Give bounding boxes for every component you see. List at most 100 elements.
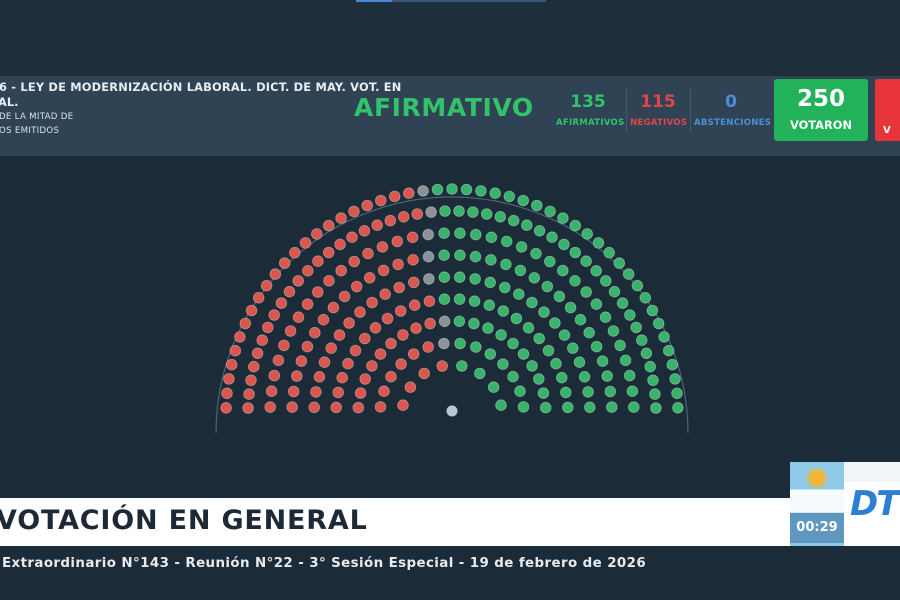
seat [590, 340, 603, 353]
seat [310, 386, 322, 398]
chamber-seat-map [215, 183, 689, 434]
seat [308, 401, 321, 414]
seat [601, 370, 613, 382]
top-tab-indicator [356, 0, 546, 2]
seat [542, 344, 555, 357]
seat [359, 373, 372, 385]
seat [559, 386, 572, 399]
seat [569, 275, 581, 287]
seat [363, 272, 376, 284]
seat [371, 219, 384, 231]
seat [369, 322, 382, 334]
seat [468, 295, 481, 308]
seat [517, 401, 530, 413]
seat [583, 401, 596, 414]
seat [422, 228, 435, 241]
seat [498, 281, 511, 294]
seat [358, 332, 371, 345]
seat [517, 194, 529, 207]
seat [301, 340, 314, 353]
seat [453, 293, 466, 306]
seat [322, 246, 335, 259]
seat [484, 348, 497, 360]
seat [408, 299, 421, 312]
negativos-label: NEGATIVOS [630, 118, 688, 128]
seat [468, 317, 480, 330]
seat [495, 399, 507, 412]
seat [623, 369, 636, 382]
seat [338, 290, 351, 303]
seat [556, 264, 569, 277]
seat [605, 401, 618, 413]
seat [245, 304, 258, 317]
seat [619, 354, 632, 367]
seat [515, 241, 528, 253]
seat [537, 387, 550, 399]
seat [423, 273, 435, 285]
seat [239, 317, 252, 330]
seat [500, 235, 513, 248]
seat [574, 313, 587, 326]
seat [454, 337, 466, 350]
seat [284, 325, 297, 337]
red-box-label: V [883, 125, 891, 136]
seat [397, 329, 409, 341]
seat [436, 360, 449, 372]
seat [469, 273, 481, 285]
seat [422, 341, 435, 353]
seat [520, 219, 533, 231]
seat [292, 311, 305, 324]
elapsed-clock: 00:29 [790, 512, 844, 543]
seat [539, 401, 552, 414]
seat [407, 348, 420, 360]
seat [335, 212, 347, 224]
seat [626, 385, 639, 398]
seat [234, 331, 246, 343]
seat [533, 225, 546, 237]
vote-type-title: VOTACIÓN EN GENERAL [0, 505, 368, 536]
seat [290, 370, 303, 382]
seat [507, 214, 520, 227]
seat [385, 337, 397, 350]
seat [453, 271, 466, 283]
seat [522, 322, 535, 334]
abstenciones-count: 0 ABSTENCIONES [694, 92, 771, 128]
seat [393, 281, 406, 294]
seat [221, 387, 233, 400]
seat [469, 341, 482, 353]
seat [308, 326, 321, 339]
seat [275, 297, 288, 309]
seat [507, 337, 519, 350]
seat-group [215, 183, 689, 434]
seat [550, 357, 562, 370]
seat [362, 247, 374, 260]
seat [317, 313, 330, 326]
seat [454, 249, 466, 261]
seat [500, 258, 512, 271]
seat [631, 279, 644, 292]
seat [256, 334, 269, 347]
seat [286, 401, 299, 413]
seat [662, 344, 675, 357]
seat [402, 187, 415, 200]
seat [225, 358, 238, 371]
seat [453, 315, 466, 328]
seat [376, 241, 389, 253]
seat [404, 381, 417, 394]
seat [352, 401, 365, 414]
seat [485, 254, 497, 266]
seat [526, 360, 538, 372]
seat [407, 276, 420, 289]
seat [424, 317, 436, 330]
seat [374, 194, 387, 207]
seat [265, 385, 278, 398]
seat [475, 185, 487, 197]
seat [417, 185, 429, 197]
seat [407, 254, 419, 266]
seat [245, 374, 257, 387]
lower-title-banner [0, 498, 790, 546]
seat [438, 227, 450, 239]
seat [332, 386, 345, 399]
seat [555, 371, 568, 384]
seat [260, 279, 273, 292]
